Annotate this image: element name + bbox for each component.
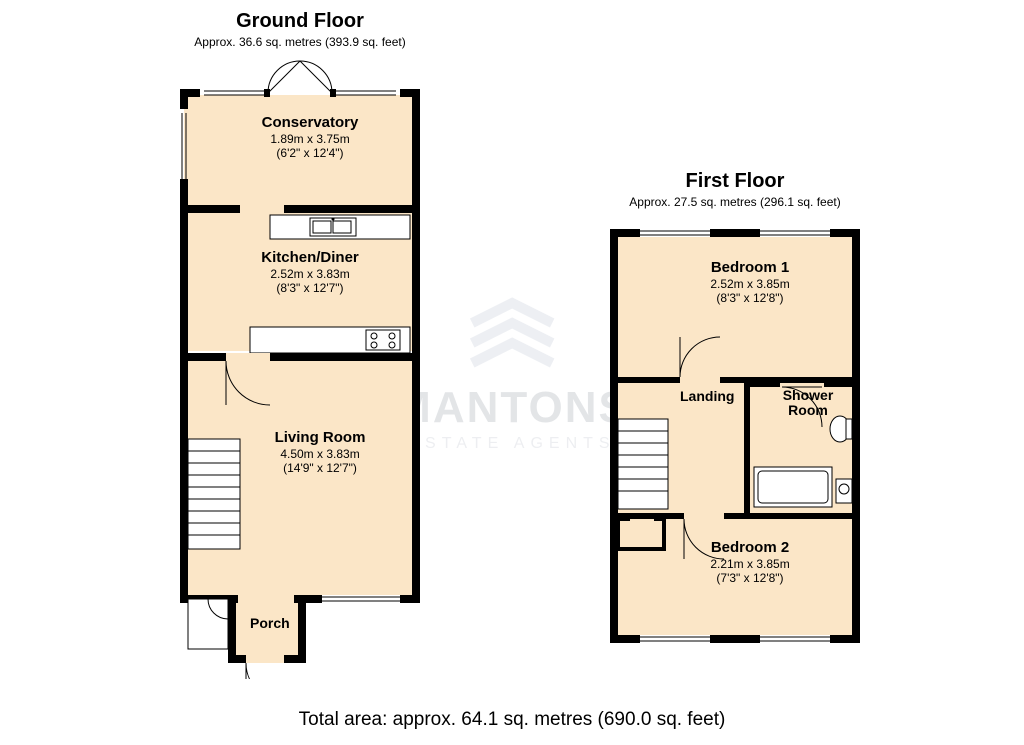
porch-label: Porch [250, 615, 290, 631]
watermark-logo-icon [452, 293, 572, 373]
first-floor-plan: First Floor Approx. 27.5 sq. metres (296… [600, 170, 870, 659]
first-floor-subtitle: Approx. 27.5 sq. metres (296.1 sq. feet) [600, 195, 870, 209]
landing-label: Landing [680, 388, 734, 404]
kitchen-label: Kitchen/Diner 2.52m x 3.83m (8'3" x 12'7… [240, 250, 380, 295]
total-area-text: Total area: approx. 64.1 sq. metres (690… [0, 709, 1024, 731]
shower-label: Shower Room [768, 388, 848, 419]
ground-floor-plan: Ground Floor Approx. 36.6 sq. metres (39… [170, 10, 430, 679]
first-floor-title: First Floor [600, 170, 870, 193]
ground-floor-subtitle: Approx. 36.6 sq. metres (393.9 sq. feet) [170, 35, 430, 49]
bedroom2-label: Bedroom 2 2.21m x 3.85m (7'3" x 12'8") [680, 540, 820, 585]
living-label: Living Room 4.50m x 3.83m (14'9" x 12'7"… [250, 430, 390, 475]
bedroom1-label: Bedroom 1 2.52m x 3.85m (8'3" x 12'8") [680, 260, 820, 305]
conservatory-label: Conservatory 1.89m x 3.75m (6'2" x 12'4"… [240, 115, 380, 160]
ground-floor-title: Ground Floor [170, 10, 430, 33]
